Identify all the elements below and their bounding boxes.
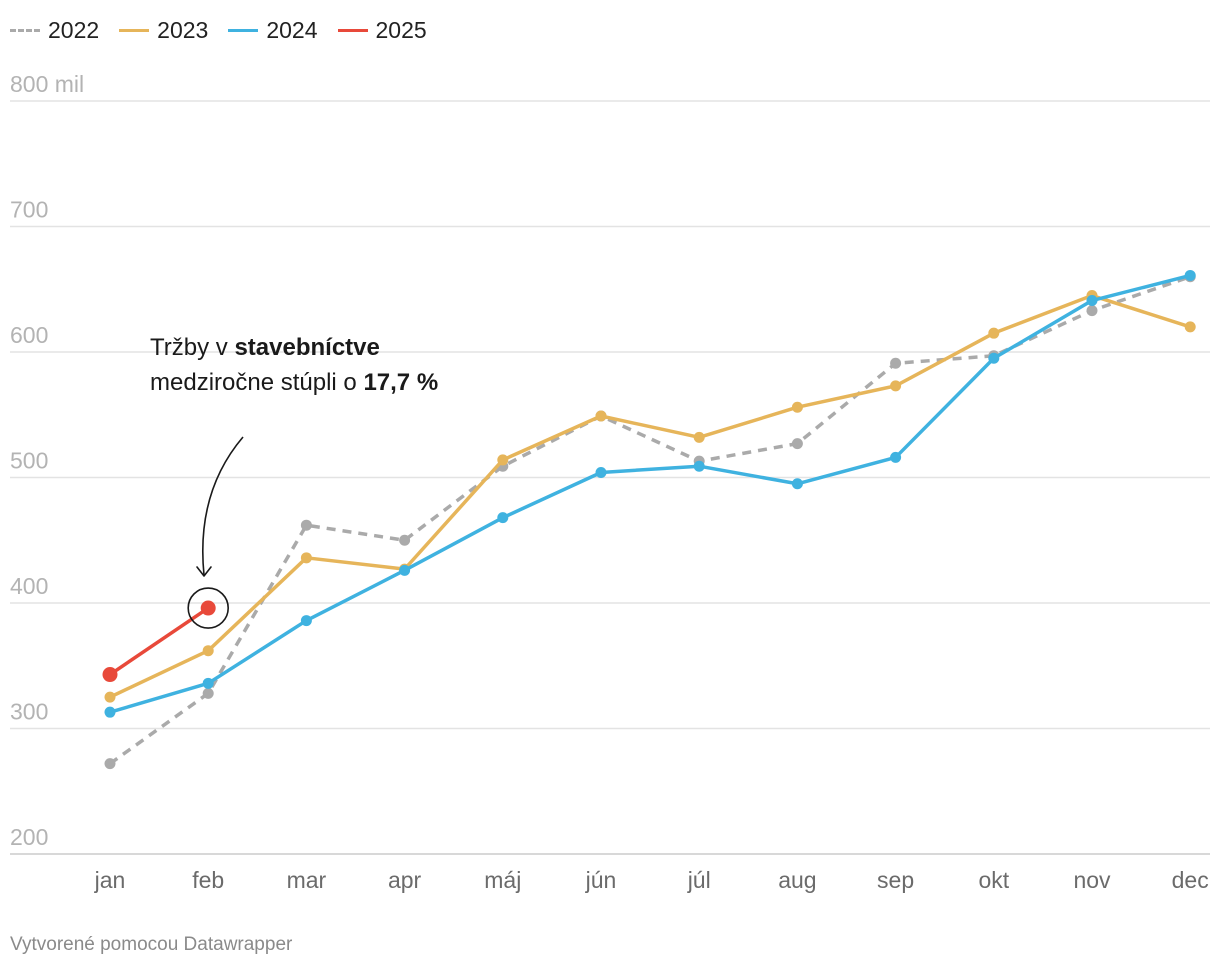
- point-2024-dec: [1184, 269, 1196, 281]
- legend-swatch-2024: [228, 28, 259, 32]
- legend-label-2024: 2024: [266, 16, 318, 43]
- series-line-2025: [108, 606, 210, 677]
- y-tick-label-700: 700: [10, 197, 48, 223]
- legend-swatch-2022: [10, 28, 40, 32]
- legend-swatch-2025: [337, 28, 368, 32]
- x-tick-label-maj: máj: [484, 867, 521, 893]
- point-2024-jul: [693, 460, 705, 472]
- point-2024-mar: [300, 615, 312, 627]
- x-tick-label-jun: jún: [585, 867, 617, 893]
- point-2022-feb: [202, 687, 214, 699]
- point-2023-dec: [1184, 321, 1196, 333]
- point-2024-apr: [399, 564, 411, 576]
- x-tick-label-jul: júl: [687, 867, 711, 893]
- annotation-arrow-line: [202, 436, 244, 576]
- legend-item-2023: 2023: [119, 17, 208, 44]
- point-2023-sep: [890, 380, 902, 392]
- point-2024-sep: [890, 451, 902, 463]
- x-tick-label-mar: mar: [287, 867, 327, 893]
- annotation-bold1: stavebníctve: [234, 334, 380, 361]
- point-2022-jan: [104, 758, 116, 770]
- point-2022-aug: [791, 438, 803, 450]
- point-2025-feb: [200, 600, 216, 616]
- legend-item-2024: 2024: [228, 16, 318, 44]
- series-2024: [104, 269, 1196, 718]
- series-2025: [102, 600, 216, 683]
- point-2022-apr: [399, 534, 411, 546]
- x-tick-label-sep: sep: [877, 867, 914, 893]
- point-2024-feb: [202, 677, 214, 689]
- legend-label-2023: 2023: [157, 16, 209, 43]
- x-tick-label-nov: nov: [1073, 867, 1111, 893]
- legend-item-2022: 2022: [10, 17, 99, 44]
- x-tick-label-dec: dec: [1172, 867, 1209, 893]
- x-tick-label-okt: okt: [978, 867, 1009, 893]
- y-tick-label-800: 800 mil: [10, 71, 84, 97]
- legend-label-2022: 2022: [48, 16, 100, 43]
- line-chart: 800 mil 700 600 500 400 300 200 jan feb mar apr má…: [10, 71, 1210, 893]
- point-2024-jan: [104, 706, 116, 718]
- point-2022-sep: [890, 357, 902, 369]
- x-tick-label-jan: jan: [94, 867, 126, 893]
- legend-label-2025: 2025: [375, 16, 427, 43]
- point-2024-jun: [595, 466, 607, 478]
- point-2023-jul: [693, 431, 705, 443]
- y-tick-label-200: 200: [10, 824, 48, 850]
- annotation-arrow-head: [196, 566, 212, 577]
- point-2024-aug: [791, 478, 803, 490]
- point-2025-jan: [102, 667, 118, 683]
- series-line-2023: [108, 293, 1192, 699]
- point-2022-mar: [300, 519, 312, 531]
- y-tick-label-600: 600: [10, 322, 48, 348]
- point-2024-maj: [497, 512, 509, 524]
- point-2023-jan: [104, 691, 116, 703]
- annotation-part1: Tržby v: [150, 334, 235, 361]
- legend-item-2025: 2025: [337, 16, 427, 44]
- x-axis-ticks: jan feb mar apr máj jún júl aug sep okt nov dec: [94, 867, 1209, 893]
- annotation-highlight-circle: [187, 587, 229, 629]
- annotation-bold2: 17,7 %: [363, 369, 439, 396]
- point-2023-aug: [791, 401, 803, 413]
- y-tick-label-400: 400: [10, 573, 48, 599]
- legend: 2022 2023 2024 2025: [10, 14, 447, 46]
- point-2023-maj: [497, 454, 509, 466]
- y-tick-label-300: 300: [10, 699, 48, 725]
- point-2023-jun: [595, 410, 607, 422]
- annotation-part2: medziročne stúpli o: [150, 369, 364, 396]
- y-axis-ticks: 800 mil 700 600 500 400 300 200: [10, 71, 84, 850]
- point-2024-nov: [1086, 295, 1098, 307]
- legend-swatch-2023: [119, 28, 150, 32]
- y-tick-label-500: 500: [10, 448, 48, 474]
- point-2024-okt: [988, 352, 1000, 364]
- point-2023-mar: [300, 552, 312, 564]
- x-tick-label-aug: aug: [778, 867, 816, 893]
- series-line-2024: [108, 273, 1192, 714]
- footer-credit: Vytvorené pomocou Datawrapper: [10, 934, 293, 955]
- point-2023-okt: [988, 327, 1000, 339]
- annotation-text: Tržby v stavebníctve medziročne stúpli o…: [150, 330, 470, 400]
- annotation-marks: [187, 436, 244, 629]
- gridlines: [10, 100, 1210, 855]
- point-2022-nov: [1086, 305, 1098, 317]
- x-tick-label-apr: apr: [388, 867, 422, 893]
- point-2023-feb: [202, 645, 214, 657]
- x-tick-label-feb: feb: [192, 867, 224, 893]
